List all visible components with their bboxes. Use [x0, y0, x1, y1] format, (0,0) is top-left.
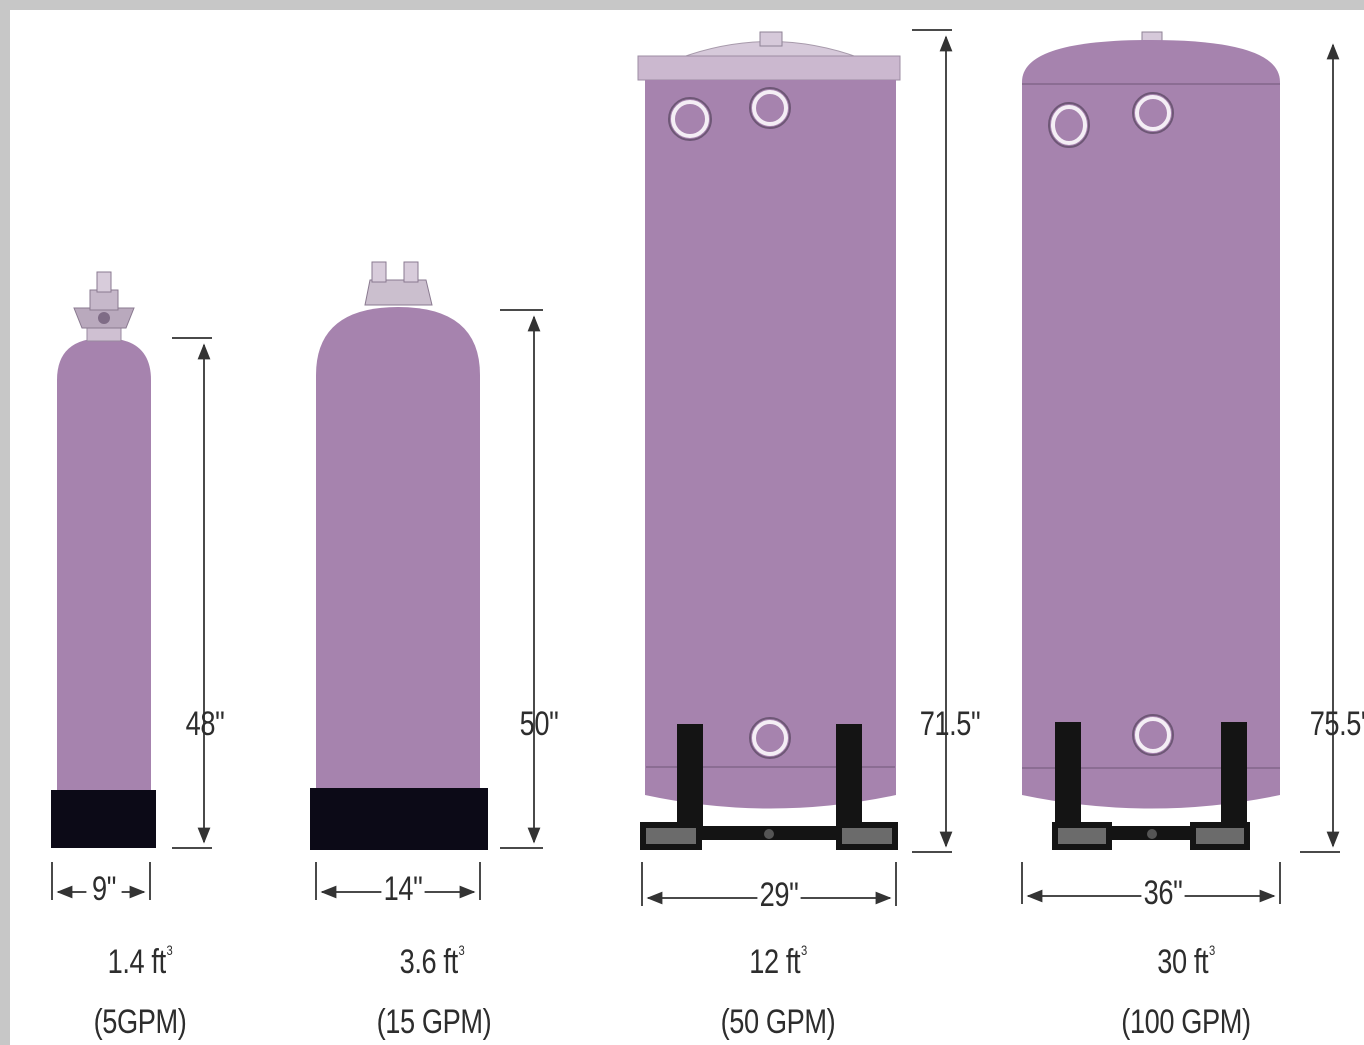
tank-1-body [57, 338, 151, 795]
tank-4-port [1051, 105, 1087, 145]
tank-1-volume-label: 1.4 ft3 [84, 942, 196, 982]
tank-4-volume-sup: 3 [1208, 942, 1215, 958]
tank-4-height-label: 75.5" [1309, 705, 1364, 743]
tank-1-height-label: 48" [185, 705, 225, 743]
tank-1-base [51, 790, 156, 848]
tank-3-flow-label: (50 GPM) [720, 1003, 836, 1041]
tank-3-port [752, 90, 788, 126]
tank-4-flow-label: (100 GPM) [1121, 1003, 1251, 1041]
tank-2 [310, 261, 488, 850]
tank-2-volume: 3.6 ft [399, 943, 458, 981]
tank-4-volume-label: 30 ft3 [1130, 942, 1242, 982]
tank-3-lid [637, 55, 901, 81]
tank-drawing [51, 29, 1340, 906]
tank-4-volume: 30 ft [1157, 943, 1209, 981]
tank-3-body [645, 80, 896, 809]
tank-diagram: 48" 50" 71.5" 75.5" 9" 14" 29" 36" 1.4 f… [10, 10, 1364, 1045]
tank-2-flow-label: (15 GPM) [376, 1003, 492, 1041]
height-dimensions [172, 29, 1340, 853]
tank-2-volume-label: 3.6 ft3 [376, 942, 488, 982]
tank-3 [637, 31, 901, 850]
tank-3-port [671, 100, 709, 138]
tank-4-port [1135, 717, 1171, 753]
tank-1 [51, 271, 156, 848]
tank-4-body [1022, 40, 1280, 809]
tank-2-volume-sup: 3 [458, 942, 465, 958]
tank-3-height-label: 71.5" [919, 705, 981, 743]
tank-1-volume: 1.4 ft [107, 943, 166, 981]
tank-3-port [752, 720, 788, 756]
tank-3-volume: 12 ft [749, 943, 801, 981]
tank-2-width-label: 14" [381, 870, 425, 909]
tank-1-width-label: 9" [86, 870, 122, 909]
tank-2-body [316, 307, 480, 795]
tank-4 [1022, 31, 1280, 850]
tank-3-width-label: 29" [757, 876, 801, 915]
tank-3-stand [640, 724, 898, 850]
tank-1-flow-label: (5GPM) [93, 1003, 187, 1041]
tank-4-width-label: 36" [1141, 874, 1185, 913]
width-dimensions [51, 862, 1281, 906]
tank-4-stand [1052, 722, 1250, 850]
tank-3-volume-sup: 3 [800, 942, 807, 958]
tank-1-valve-head [73, 271, 135, 342]
tank-2-valve-head [364, 261, 433, 306]
tank-4-port [1135, 95, 1171, 131]
tank-2-base [310, 788, 488, 850]
tank-1-volume-sup: 3 [166, 942, 173, 958]
tank-3-volume-label: 12 ft3 [722, 942, 834, 982]
tank-2-height-label: 50" [519, 705, 559, 743]
